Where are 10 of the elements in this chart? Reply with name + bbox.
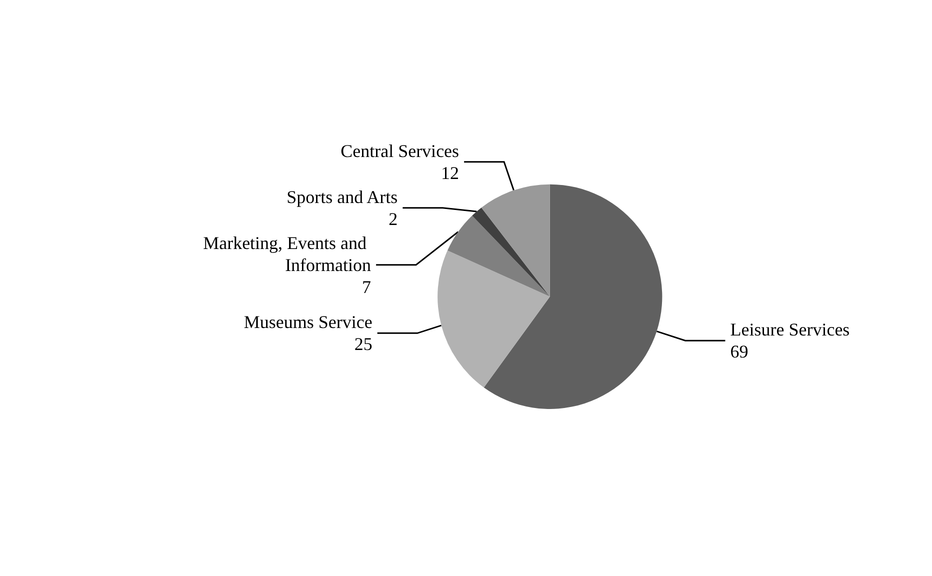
slice-label: Central Services: [340, 140, 460, 161]
slice-label: Leisure Services: [730, 320, 850, 340]
data-label: 2: [388, 208, 398, 229]
slice-label: Museums Service: [244, 312, 372, 332]
data-label: 69: [730, 342, 748, 362]
slice-label: Marketing, Events and Information: [203, 232, 372, 275]
data-label: 25: [354, 334, 372, 354]
data-label: 12: [441, 162, 460, 183]
data-label: 7: [362, 276, 372, 297]
slice-label: Sports and Arts: [286, 186, 398, 207]
